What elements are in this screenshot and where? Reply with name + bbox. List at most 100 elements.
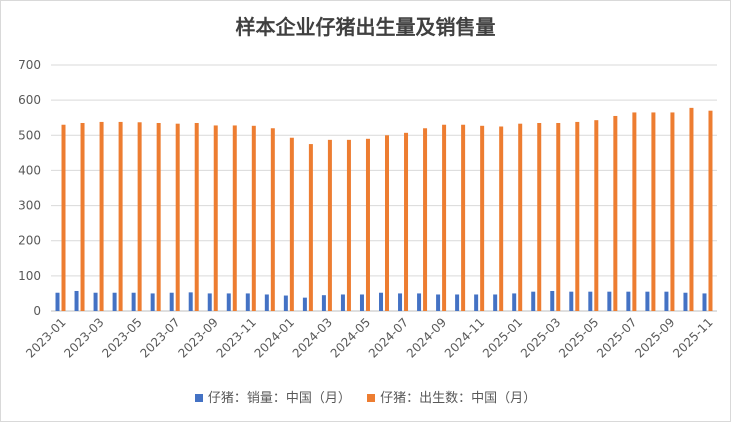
bar-sales bbox=[112, 292, 117, 311]
bar-sales bbox=[493, 294, 498, 311]
bar-births bbox=[80, 122, 85, 312]
x-tick-label: 2023-01 bbox=[23, 315, 68, 360]
bar-sales bbox=[531, 291, 536, 311]
bar-births bbox=[499, 126, 504, 311]
bar-births bbox=[480, 125, 485, 311]
y-tick-label: 400 bbox=[18, 163, 41, 177]
bar-births bbox=[613, 115, 618, 312]
bar-births bbox=[708, 110, 713, 311]
legend-swatch-sales bbox=[194, 394, 203, 402]
bar-births bbox=[651, 112, 656, 311]
bar-sales bbox=[455, 294, 460, 311]
bar-births bbox=[308, 144, 313, 311]
legend-item-sales: 仔猪：销量：中国（月） bbox=[194, 387, 351, 406]
bar-sales bbox=[226, 293, 231, 311]
bar-sales bbox=[150, 293, 155, 311]
bar-births bbox=[632, 112, 637, 311]
x-tick-label: 2025-03 bbox=[518, 315, 563, 360]
bar-births bbox=[118, 121, 123, 312]
y-tick-label: 200 bbox=[18, 234, 41, 248]
bar-sales bbox=[626, 291, 631, 311]
y-tick-label: 300 bbox=[18, 199, 41, 213]
bar-sales bbox=[245, 293, 250, 311]
bar-births bbox=[61, 124, 66, 312]
bar-sales bbox=[55, 292, 60, 311]
bar-births bbox=[289, 137, 294, 311]
bar-births bbox=[575, 121, 580, 312]
x-tick-label: 2023-07 bbox=[137, 315, 182, 360]
x-tick-label: 2025-01 bbox=[480, 315, 525, 360]
bar-births bbox=[194, 122, 199, 312]
x-tick-label: 2023-05 bbox=[99, 315, 144, 360]
x-tick-label: 2025-07 bbox=[594, 315, 639, 360]
bar-sales bbox=[74, 290, 79, 311]
x-tick-label: 2023-11 bbox=[214, 315, 259, 360]
bar-sales bbox=[664, 291, 669, 311]
x-tick-label: 2024-11 bbox=[442, 315, 487, 360]
bar-births bbox=[270, 128, 275, 311]
bar-births bbox=[518, 123, 523, 311]
bar-sales bbox=[188, 292, 193, 311]
legend: 仔猪：销量：中国（月） 仔猪：出生数：中国（月） bbox=[1, 387, 730, 406]
bar-sales bbox=[398, 293, 403, 311]
bar-births bbox=[99, 121, 104, 312]
bar-births bbox=[251, 125, 256, 311]
x-tick-label: 2024-09 bbox=[404, 315, 449, 360]
bar-births bbox=[594, 120, 599, 311]
bar-births bbox=[137, 122, 142, 311]
bar-sales bbox=[512, 293, 517, 311]
x-tick-label: 2025-09 bbox=[632, 315, 677, 360]
bar-sales bbox=[379, 292, 383, 311]
bar-births bbox=[423, 128, 428, 311]
x-tick-label: 2024-05 bbox=[328, 315, 373, 360]
x-tick-label: 2024-07 bbox=[366, 315, 411, 360]
bar-sales bbox=[93, 292, 98, 311]
bar-sales bbox=[321, 295, 326, 311]
legend-swatch-births bbox=[367, 394, 376, 402]
bar-sales bbox=[550, 290, 555, 311]
bar-sales bbox=[607, 291, 612, 311]
legend-item-births: 仔猪：出生数：中国（月） bbox=[367, 387, 536, 406]
bar-sales bbox=[569, 291, 574, 311]
bar-births bbox=[175, 123, 180, 311]
bar-sales bbox=[588, 291, 593, 311]
y-axis-ticks: 0 100 200 300 400 500 600 700 bbox=[18, 58, 41, 318]
x-tick-label: 2025-05 bbox=[556, 315, 601, 360]
bar-births bbox=[404, 132, 409, 311]
bar-sales bbox=[683, 292, 688, 311]
bar-sales bbox=[474, 294, 479, 311]
y-tick-label: 100 bbox=[18, 269, 41, 283]
bar-sales bbox=[340, 294, 345, 311]
x-tick-label: 2023-03 bbox=[61, 315, 106, 360]
bar-sales bbox=[645, 291, 650, 311]
bar-sales bbox=[264, 294, 269, 311]
bar-births bbox=[385, 135, 389, 311]
x-tick-label: 2024-01 bbox=[252, 315, 297, 360]
bar-births bbox=[442, 124, 447, 312]
bar-births bbox=[670, 112, 675, 311]
bar-sales bbox=[359, 294, 364, 311]
bars bbox=[55, 107, 713, 312]
chart-title: 样本企业仔猪出生量及销售量 bbox=[235, 15, 496, 39]
bar-sales bbox=[302, 297, 307, 311]
x-axis-ticks: 2023-012023-032023-052023-072023-092023-… bbox=[23, 315, 715, 360]
bar-sales bbox=[702, 293, 707, 311]
bar-sales bbox=[207, 293, 212, 311]
bar-births bbox=[556, 122, 561, 312]
y-tick-label: 0 bbox=[33, 304, 41, 318]
y-tick-label: 600 bbox=[18, 93, 41, 107]
bar-sales bbox=[131, 292, 136, 311]
x-tick-label: 2023-09 bbox=[176, 315, 221, 360]
bar-births bbox=[346, 139, 351, 311]
bar-sales bbox=[417, 293, 422, 311]
legend-label-sales: 仔猪：销量：中国（月） bbox=[207, 391, 351, 406]
bar-sales bbox=[169, 292, 174, 311]
bar-births bbox=[213, 125, 218, 311]
bar-births bbox=[461, 124, 466, 312]
bar-births bbox=[365, 138, 370, 311]
bar-births bbox=[232, 125, 237, 311]
bar-births bbox=[689, 107, 694, 312]
bar-births bbox=[537, 122, 542, 312]
